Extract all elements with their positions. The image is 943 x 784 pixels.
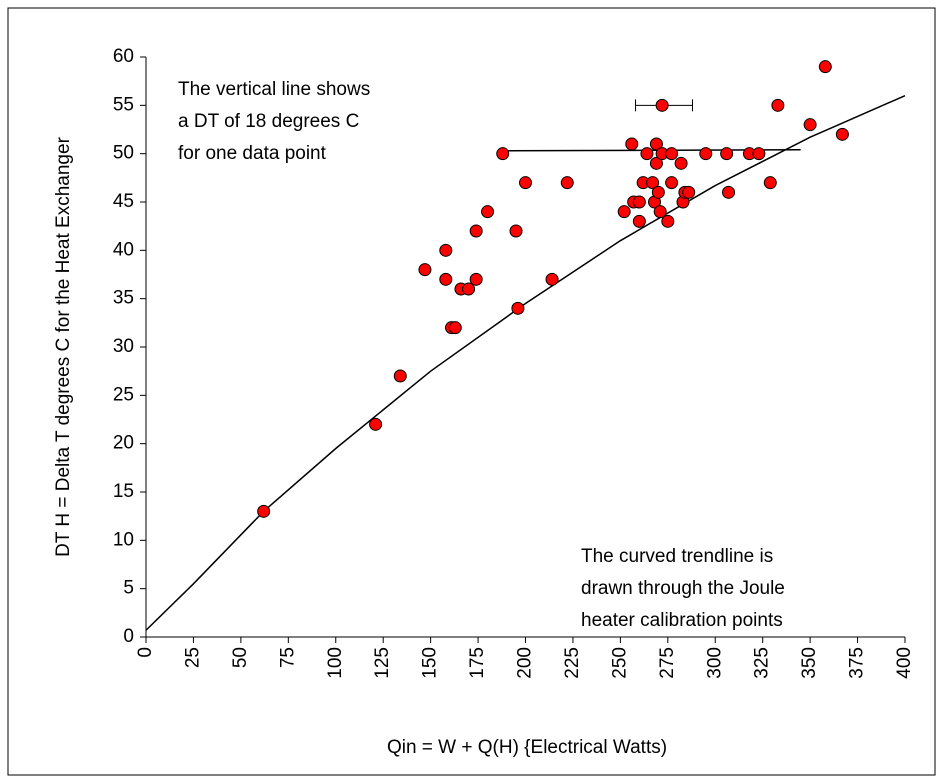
point <box>519 176 532 190</box>
y-tick-label: 45 <box>113 191 134 212</box>
point <box>771 98 785 112</box>
y-tick-label: 35 <box>113 288 134 309</box>
x-tick-label: 150 <box>420 647 441 679</box>
y-tick-label: 55 <box>113 94 134 115</box>
point <box>674 156 688 170</box>
x-tick-label: 300 <box>704 647 725 679</box>
x-tick-label: 200 <box>515 647 536 679</box>
x-tick-label: 100 <box>325 647 346 679</box>
point <box>752 147 766 161</box>
x-tick-label: 0 <box>135 647 156 658</box>
point <box>682 185 696 199</box>
point <box>625 137 639 151</box>
x-tick-label: 75 <box>277 647 298 668</box>
point <box>617 205 631 219</box>
point <box>661 214 675 228</box>
x-tick-label: 250 <box>609 647 630 679</box>
y-tick-label: 20 <box>113 433 134 454</box>
point <box>462 282 476 296</box>
point <box>496 147 510 161</box>
point <box>640 147 654 161</box>
x-axis-title: Qin = W + Q(H) {Electrical Watts) <box>387 737 667 758</box>
point <box>469 272 483 286</box>
point <box>763 176 777 190</box>
point <box>653 205 667 219</box>
annotation: heater calibration points <box>581 610 783 631</box>
x-tick-label: 175 <box>467 647 488 679</box>
point <box>803 118 817 132</box>
chart-border <box>7 7 936 776</box>
x-tick-label: 350 <box>799 647 820 679</box>
point <box>720 147 734 161</box>
point <box>511 301 525 315</box>
point <box>818 60 832 74</box>
annotation: The vertical line shows <box>178 79 370 100</box>
point <box>699 147 713 161</box>
trendline <box>145 94 906 631</box>
point <box>509 224 523 238</box>
y-tick-label: 25 <box>113 384 134 405</box>
y-tick-label: 10 <box>113 529 134 550</box>
point <box>655 98 669 112</box>
point <box>469 224 483 238</box>
x-tick-label: 325 <box>752 647 773 679</box>
x-tick-label: 25 <box>182 647 203 668</box>
point <box>439 243 453 257</box>
point <box>651 185 665 199</box>
point <box>665 176 679 190</box>
x-tick-label: 400 <box>894 647 915 679</box>
y-tick-label: 50 <box>113 143 134 164</box>
y-tick-label: 0 <box>123 626 134 647</box>
y-tick-label: 40 <box>113 239 134 260</box>
point <box>439 272 453 286</box>
y-tick-label: 30 <box>113 336 134 357</box>
point <box>369 417 383 431</box>
x-tick-label: 275 <box>657 647 678 679</box>
point <box>448 321 462 335</box>
annotation: drawn through the Joule <box>581 578 785 599</box>
annotation: The curved trendline is <box>581 546 773 567</box>
point <box>393 369 407 383</box>
y-tick-label: 60 <box>113 46 134 67</box>
point <box>481 205 495 219</box>
x-tick-label: 375 <box>847 647 868 679</box>
point <box>632 214 646 228</box>
point <box>835 127 849 141</box>
point <box>632 195 646 209</box>
y-tick-label: 5 <box>123 578 134 599</box>
annotation: a DT of 18 degrees C <box>178 111 359 132</box>
point <box>649 137 663 151</box>
annotation: for one data point <box>178 143 327 164</box>
point <box>418 263 432 277</box>
x-tick-label: 225 <box>562 647 583 679</box>
point <box>646 176 660 190</box>
y-axis-title: DT H = Delta T degrees C for the Heat Ex… <box>53 136 74 556</box>
point <box>560 176 574 190</box>
point <box>545 272 559 286</box>
point <box>257 504 271 518</box>
point <box>722 185 736 199</box>
point <box>665 147 679 161</box>
x-tick-label: 50 <box>230 647 251 668</box>
point <box>649 156 663 170</box>
x-tick-label: 125 <box>372 647 393 679</box>
y-tick-label: 15 <box>113 481 134 502</box>
